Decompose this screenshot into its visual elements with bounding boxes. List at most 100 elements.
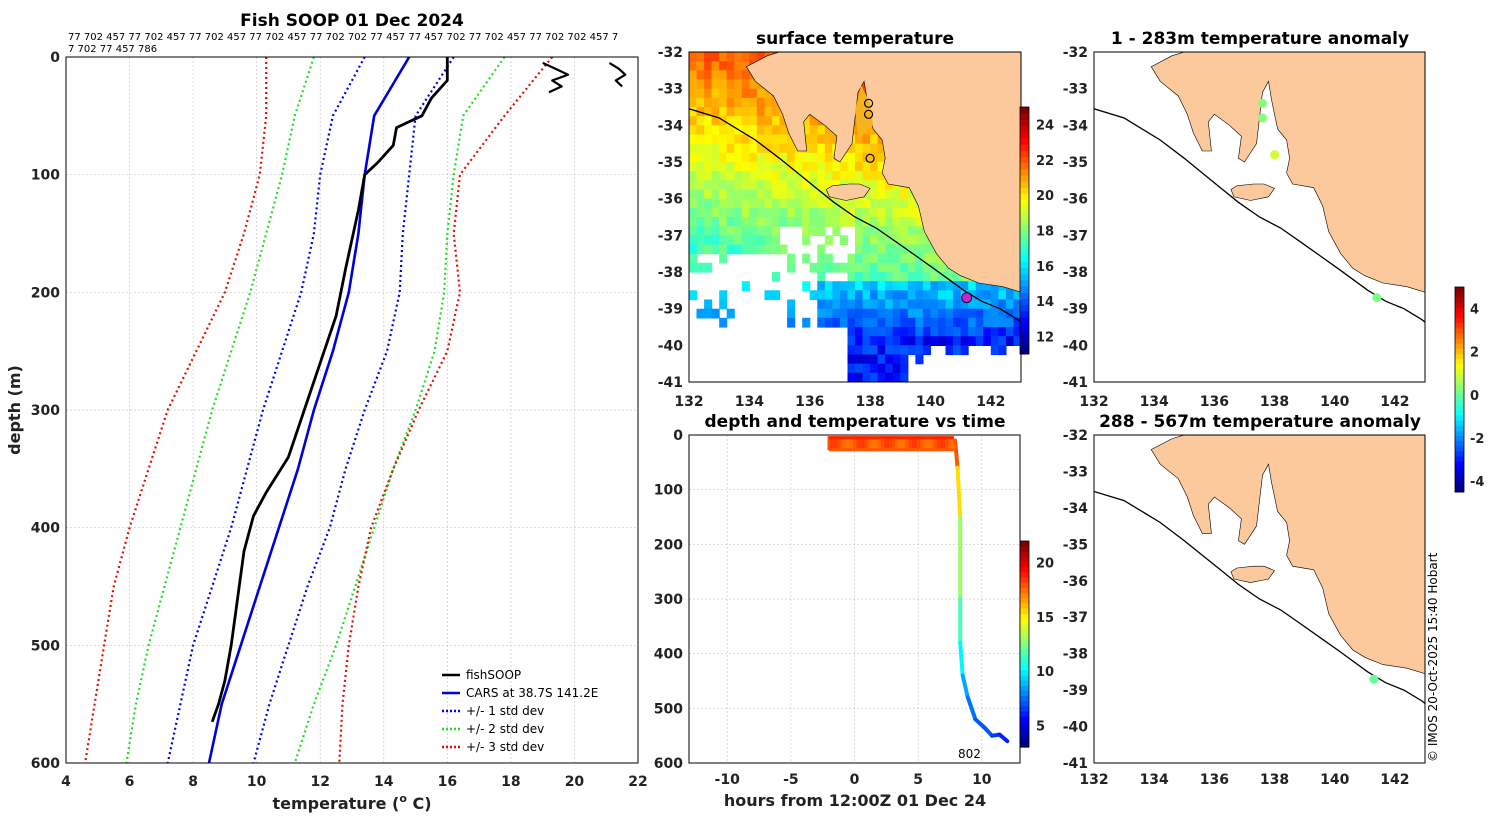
sst-cell bbox=[870, 235, 879, 246]
sst-cell bbox=[824, 290, 833, 301]
sst-cell bbox=[764, 198, 773, 209]
minus-1-sd-line bbox=[166, 57, 366, 763]
sst-cell bbox=[877, 308, 886, 319]
sst-cell bbox=[824, 152, 833, 163]
sst-cell bbox=[734, 97, 743, 108]
sst-cell bbox=[711, 52, 720, 62]
a1-xtick: 140 bbox=[1320, 394, 1349, 410]
profile-frame bbox=[65, 56, 639, 764]
sst-cell bbox=[907, 253, 916, 264]
sst-cell bbox=[900, 363, 909, 374]
a1-ytick: -39 bbox=[1063, 302, 1088, 318]
anom-colorbar-segment bbox=[1455, 415, 1464, 421]
sst-panel: surface temperature 132 134 136 138 140 … bbox=[658, 29, 1054, 410]
sst-cell bbox=[877, 207, 886, 218]
sst-cast-marker bbox=[863, 98, 874, 108]
a2-ytick: -34 bbox=[1063, 501, 1089, 517]
sst-cell bbox=[862, 317, 871, 328]
sst-cell bbox=[892, 345, 901, 356]
sst-cell bbox=[885, 299, 894, 310]
sst-cell bbox=[862, 272, 871, 282]
sst-cell bbox=[922, 299, 931, 310]
sst-cell bbox=[915, 336, 924, 346]
sst-cell bbox=[855, 244, 864, 255]
sst-ytick: -35 bbox=[658, 155, 683, 171]
sst-cell bbox=[945, 299, 954, 310]
anom-lower-shelf-contour bbox=[1094, 490, 1425, 705]
sst-cell bbox=[711, 134, 720, 145]
a2-ytick: -40 bbox=[1063, 720, 1089, 736]
sst-cell bbox=[862, 327, 871, 337]
sst-cell bbox=[907, 345, 916, 356]
sst-cell bbox=[696, 125, 705, 136]
sst-xtick: 140 bbox=[916, 394, 945, 410]
sst-cell bbox=[824, 253, 833, 264]
sst-cell bbox=[990, 281, 999, 291]
sst-cell bbox=[772, 207, 781, 218]
sst-cell bbox=[870, 327, 879, 337]
sst-cell bbox=[704, 61, 713, 71]
sst-cell bbox=[953, 272, 962, 282]
sst-cell bbox=[787, 308, 796, 319]
sst-cell bbox=[885, 217, 894, 227]
sst-cell bbox=[711, 180, 720, 191]
surface-scatter-b bbox=[608, 61, 627, 88]
sst-cell bbox=[885, 189, 894, 200]
profile-xtick: 16 bbox=[438, 774, 457, 790]
ts-colorbar-segment bbox=[1020, 577, 1029, 583]
sst-cell bbox=[1005, 290, 1014, 301]
sst-cell bbox=[824, 134, 833, 145]
sst-cell bbox=[764, 290, 773, 301]
sst-cell bbox=[907, 235, 916, 246]
sst-cell bbox=[824, 217, 833, 227]
sst-cell bbox=[787, 180, 796, 191]
sst-cell bbox=[877, 217, 886, 227]
anom-colorbar-segment bbox=[1455, 343, 1464, 349]
sst-cell bbox=[726, 171, 735, 181]
sst-cell bbox=[689, 88, 698, 99]
anom-upper-kangaroo-island bbox=[1230, 183, 1275, 201]
sst-cell bbox=[741, 226, 750, 236]
ts-ytick: 400 bbox=[654, 647, 683, 663]
sst-cell bbox=[711, 125, 720, 136]
sst-cell bbox=[719, 61, 728, 71]
sst-cell bbox=[696, 162, 705, 172]
anom-colorbar-segment bbox=[1455, 451, 1464, 457]
sst-ytick: -36 bbox=[658, 192, 683, 208]
sst-cell bbox=[817, 180, 826, 191]
sst-cell bbox=[704, 116, 713, 126]
sst-cell bbox=[756, 97, 765, 108]
sst-cell bbox=[772, 97, 781, 108]
sst-cell bbox=[855, 235, 864, 246]
sst-cell bbox=[945, 281, 954, 291]
sst-cell bbox=[968, 327, 977, 337]
sst-cell bbox=[756, 189, 765, 200]
sst-cell bbox=[839, 171, 848, 181]
sst-cell bbox=[726, 79, 735, 90]
ts-colorbar-segment bbox=[1020, 685, 1029, 691]
ts-colorbar-segment bbox=[1020, 597, 1029, 604]
sst-cell bbox=[734, 88, 743, 99]
sst-cell bbox=[892, 327, 901, 337]
ts-ytick: 300 bbox=[654, 592, 683, 608]
ts-xtick: 0 bbox=[850, 772, 860, 788]
sst-cell bbox=[1021, 80, 1029, 90]
sst-cell bbox=[802, 116, 811, 126]
sst-cell bbox=[930, 336, 939, 346]
ts-colorbar-segment bbox=[1020, 628, 1029, 635]
anom-colorbar-segment bbox=[1455, 307, 1464, 314]
sst-cell bbox=[726, 125, 735, 136]
a1-ytick: -34 bbox=[1063, 118, 1089, 134]
sst-cell bbox=[726, 162, 735, 172]
sst-cell bbox=[870, 253, 879, 264]
anomaly-lower-x-ticks: 132 134 136 138 140 142 bbox=[1079, 772, 1409, 788]
ts-colorbar-segment bbox=[1020, 561, 1029, 568]
sst-cell bbox=[749, 52, 758, 62]
sst-cell bbox=[734, 134, 743, 145]
sst-cell bbox=[938, 308, 947, 319]
sst-cell bbox=[877, 336, 886, 346]
sst-cell bbox=[1021, 61, 1029, 71]
sst-ytick: -41 bbox=[658, 375, 683, 391]
sst-cell bbox=[870, 308, 879, 319]
sst-cell bbox=[892, 244, 901, 255]
